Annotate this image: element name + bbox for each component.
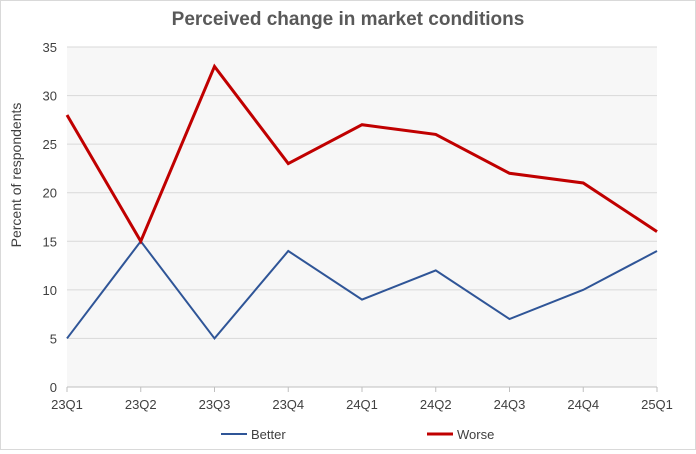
x-tick-label: 24Q1	[346, 397, 378, 412]
x-tick-label: 23Q4	[272, 397, 304, 412]
x-tick-label: 23Q2	[125, 397, 157, 412]
legend: Better Worse	[221, 427, 494, 442]
x-tick-label: 24Q4	[567, 397, 599, 412]
chart-title: Perceived change in market conditions	[172, 9, 525, 30]
x-tick-label: 23Q3	[199, 397, 231, 412]
x-tick-label: 24Q3	[494, 397, 526, 412]
x-tick-label: 23Q1	[51, 397, 83, 412]
x-axis-ticks: 23Q1 23Q2 23Q3 23Q4 24Q1 24Q2 24Q3 24Q4 25Q1	[51, 387, 673, 412]
y-tick-label: 25	[43, 137, 57, 152]
y-tick-label: 5	[50, 331, 57, 346]
y-axis-ticks: 0 5 10 15 20 25 30 35	[43, 40, 57, 395]
y-tick-label: 10	[43, 283, 57, 298]
legend-label-worse: Worse	[457, 427, 494, 442]
y-axis-label: Percent of respondents	[8, 103, 24, 248]
x-tick-label: 25Q1	[641, 397, 673, 412]
y-tick-label: 0	[50, 380, 57, 395]
plot-area	[67, 47, 657, 387]
y-tick-label: 15	[43, 234, 57, 249]
legend-label-better: Better	[251, 427, 286, 442]
y-tick-label: 35	[43, 40, 57, 55]
y-tick-label: 20	[43, 186, 57, 201]
y-tick-label: 30	[43, 89, 57, 104]
x-tick-label: 24Q2	[420, 397, 452, 412]
